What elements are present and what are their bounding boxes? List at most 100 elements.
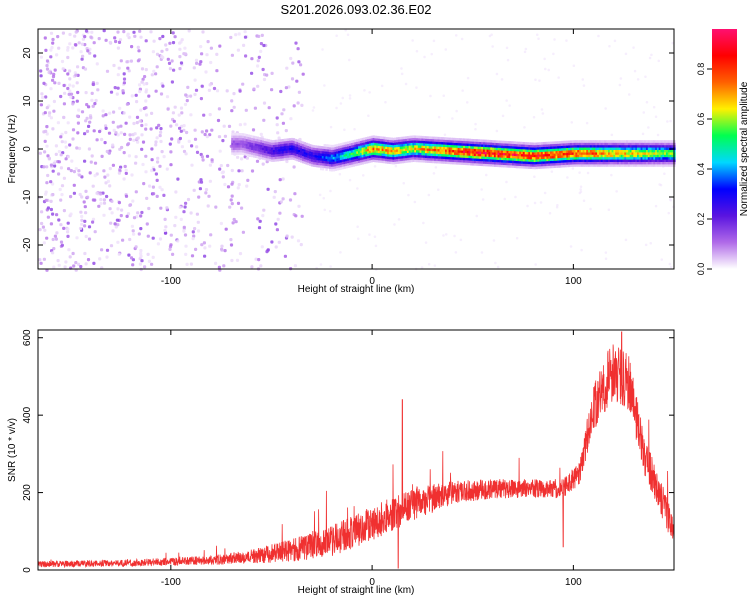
spectrogram-cell	[448, 154, 451, 157]
spectrogram-cell	[530, 154, 533, 157]
spectrogram-cell	[168, 247, 172, 251]
spectrogram-cell	[76, 121, 80, 125]
spectrogram-cell	[631, 149, 634, 153]
spectrogram-cell	[292, 140, 296, 144]
spectrogram-cell	[562, 150, 566, 153]
spectrogram-cell	[506, 150, 509, 154]
spectrogram-cell	[108, 167, 112, 171]
spectrogram-cell	[68, 89, 72, 93]
spectrogram-cell	[568, 140, 571, 144]
spectrogram-cell	[513, 146, 517, 149]
spectrogram-cell	[281, 155, 285, 159]
spectrogram-cell	[477, 151, 480, 154]
spectrogram-cell	[379, 138, 383, 142]
spectrogram-cell	[336, 146, 339, 149]
spectrogram-cell	[579, 159, 582, 162]
spectrogram-cell	[143, 75, 147, 79]
spectrogram-cell	[461, 138, 464, 141]
spectrogram-cell	[194, 247, 198, 251]
spectrogram-cell	[246, 178, 250, 182]
spectrogram-cell	[571, 147, 575, 151]
spectrogram-cell	[334, 146, 337, 150]
spectrogram-cell	[298, 142, 301, 146]
spectrogram-cell	[642, 142, 645, 146]
spectrogram-cell	[609, 140, 613, 143]
spectrogram-cell	[419, 140, 422, 144]
spectrogram-cell	[186, 197, 191, 202]
spectrogram-cell	[261, 214, 265, 218]
spectrogram-cell	[208, 133, 212, 137]
spectrogram-cell	[289, 138, 292, 141]
spectrogram-cell	[452, 147, 455, 150]
spectrogram-cell	[571, 157, 575, 160]
spectrogram-cell	[445, 144, 448, 148]
spectrogram-cell	[199, 178, 203, 182]
spectrogram-cell	[515, 165, 518, 169]
spectrogram-cell	[147, 94, 151, 98]
spectrogram-cell	[421, 140, 424, 144]
spectrogram-cell	[410, 135, 413, 139]
spectrogram-cell	[253, 106, 257, 110]
spectrogram-cell	[548, 165, 551, 169]
spectrogram-cell	[629, 147, 633, 150]
spectrogram-cell	[257, 226, 262, 230]
spectrogram-cell	[297, 60, 301, 64]
spectrogram-cell	[582, 145, 585, 148]
spectrogram-cell	[459, 140, 462, 144]
spectrogram-cell	[635, 159, 638, 162]
spectrogram-cell	[230, 194, 234, 198]
spectrogram-cell	[435, 144, 439, 147]
spectrogram-cell	[54, 237, 58, 241]
spectrogram-cell	[150, 158, 154, 162]
spectrogram-cell	[502, 150, 506, 153]
spectrogram-cell	[204, 70, 208, 74]
spectrogram-cell	[644, 157, 647, 160]
spectrogram-cell	[457, 150, 460, 153]
spectrogram-cell	[613, 161, 616, 165]
spectrogram-cell	[184, 152, 188, 156]
spectrogram-cell	[502, 140, 506, 144]
spectrogram-cell	[441, 158, 444, 162]
spectrogram-cell	[297, 204, 301, 208]
spectrogram-cell	[296, 153, 299, 157]
spectrogram-cell	[508, 160, 511, 163]
spectrogram-cell	[271, 159, 274, 162]
spectrogram-cell	[416, 150, 419, 153]
spectrogram-cell	[626, 154, 629, 158]
spectrogram-cell	[265, 146, 268, 149]
spectrogram-cell	[394, 152, 397, 155]
spectrogram-cell	[492, 147, 495, 150]
spectrogram-cell	[53, 234, 57, 238]
spectrogram-cell	[272, 140, 276, 143]
spectrogram-cell	[236, 135, 239, 138]
spectrogram-cell	[233, 140, 236, 143]
spectrogram-cell	[387, 144, 390, 147]
spectrogram-cell	[493, 164, 497, 167]
spectrogram-cell	[611, 149, 614, 153]
spectrogram-cell	[396, 139, 399, 143]
spectrogram-cell	[208, 83, 212, 87]
spectrogram-cell	[541, 166, 544, 169]
spectrogram-cell	[356, 141, 359, 145]
spectrogram-cell	[566, 155, 569, 158]
spectrogram-cell	[649, 147, 652, 150]
spectrogram-cell	[635, 164, 638, 167]
spectrogram-cell	[582, 199, 586, 202]
spectrogram-cell	[423, 145, 426, 149]
spectrogram-cell	[627, 140, 631, 143]
spectrogram-cell	[249, 144, 252, 148]
spectrogram-cell	[280, 144, 283, 147]
spectrogram-cell	[214, 261, 218, 265]
spectrogram-cell	[510, 148, 513, 151]
spectrogram-cell	[439, 139, 442, 142]
spectrogram-cell	[299, 243, 303, 247]
spectrogram-cell	[38, 228, 42, 232]
spectrogram-cell	[130, 173, 134, 177]
spectrogram-cell	[454, 154, 457, 158]
spectrogram-cell	[595, 157, 598, 160]
spectrogram-cell	[253, 150, 256, 153]
spectrogram-cell	[432, 153, 435, 156]
spectrogram-cell	[267, 151, 270, 154]
spectrogram-cell	[459, 238, 463, 242]
spectrogram-cell	[266, 187, 270, 191]
